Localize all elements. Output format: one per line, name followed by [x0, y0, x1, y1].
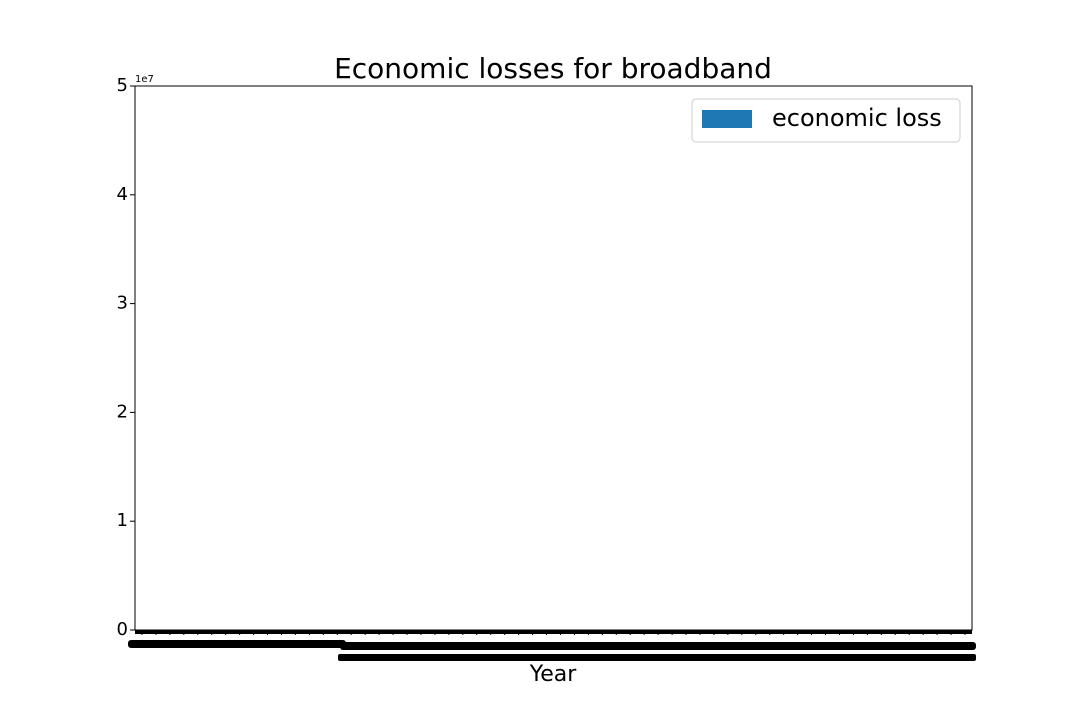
y-tick-label: 3 [117, 293, 128, 314]
y-offset-label: 1e7 [135, 74, 154, 85]
overlapping-tick-labels [128, 640, 346, 648]
overlapping-tick-labels [340, 642, 976, 650]
legend-box [691, 98, 961, 143]
x-axis-label: Year [529, 662, 578, 687]
plot-frame [134, 85, 973, 631]
overlapping-tick-labels [338, 654, 976, 661]
y-tick-label: 2 [117, 401, 128, 422]
y-tick-label: 5 [117, 75, 128, 96]
y-tick-label: 0 [117, 619, 128, 640]
chart-title: Economic losses for broadband [334, 52, 772, 85]
legend-swatch [702, 110, 752, 128]
y-tick-label: 4 [117, 184, 128, 205]
crowded-ticks [135, 630, 972, 634]
legend-label: economic loss [772, 104, 942, 132]
y-tick-label: 1 [117, 510, 128, 531]
